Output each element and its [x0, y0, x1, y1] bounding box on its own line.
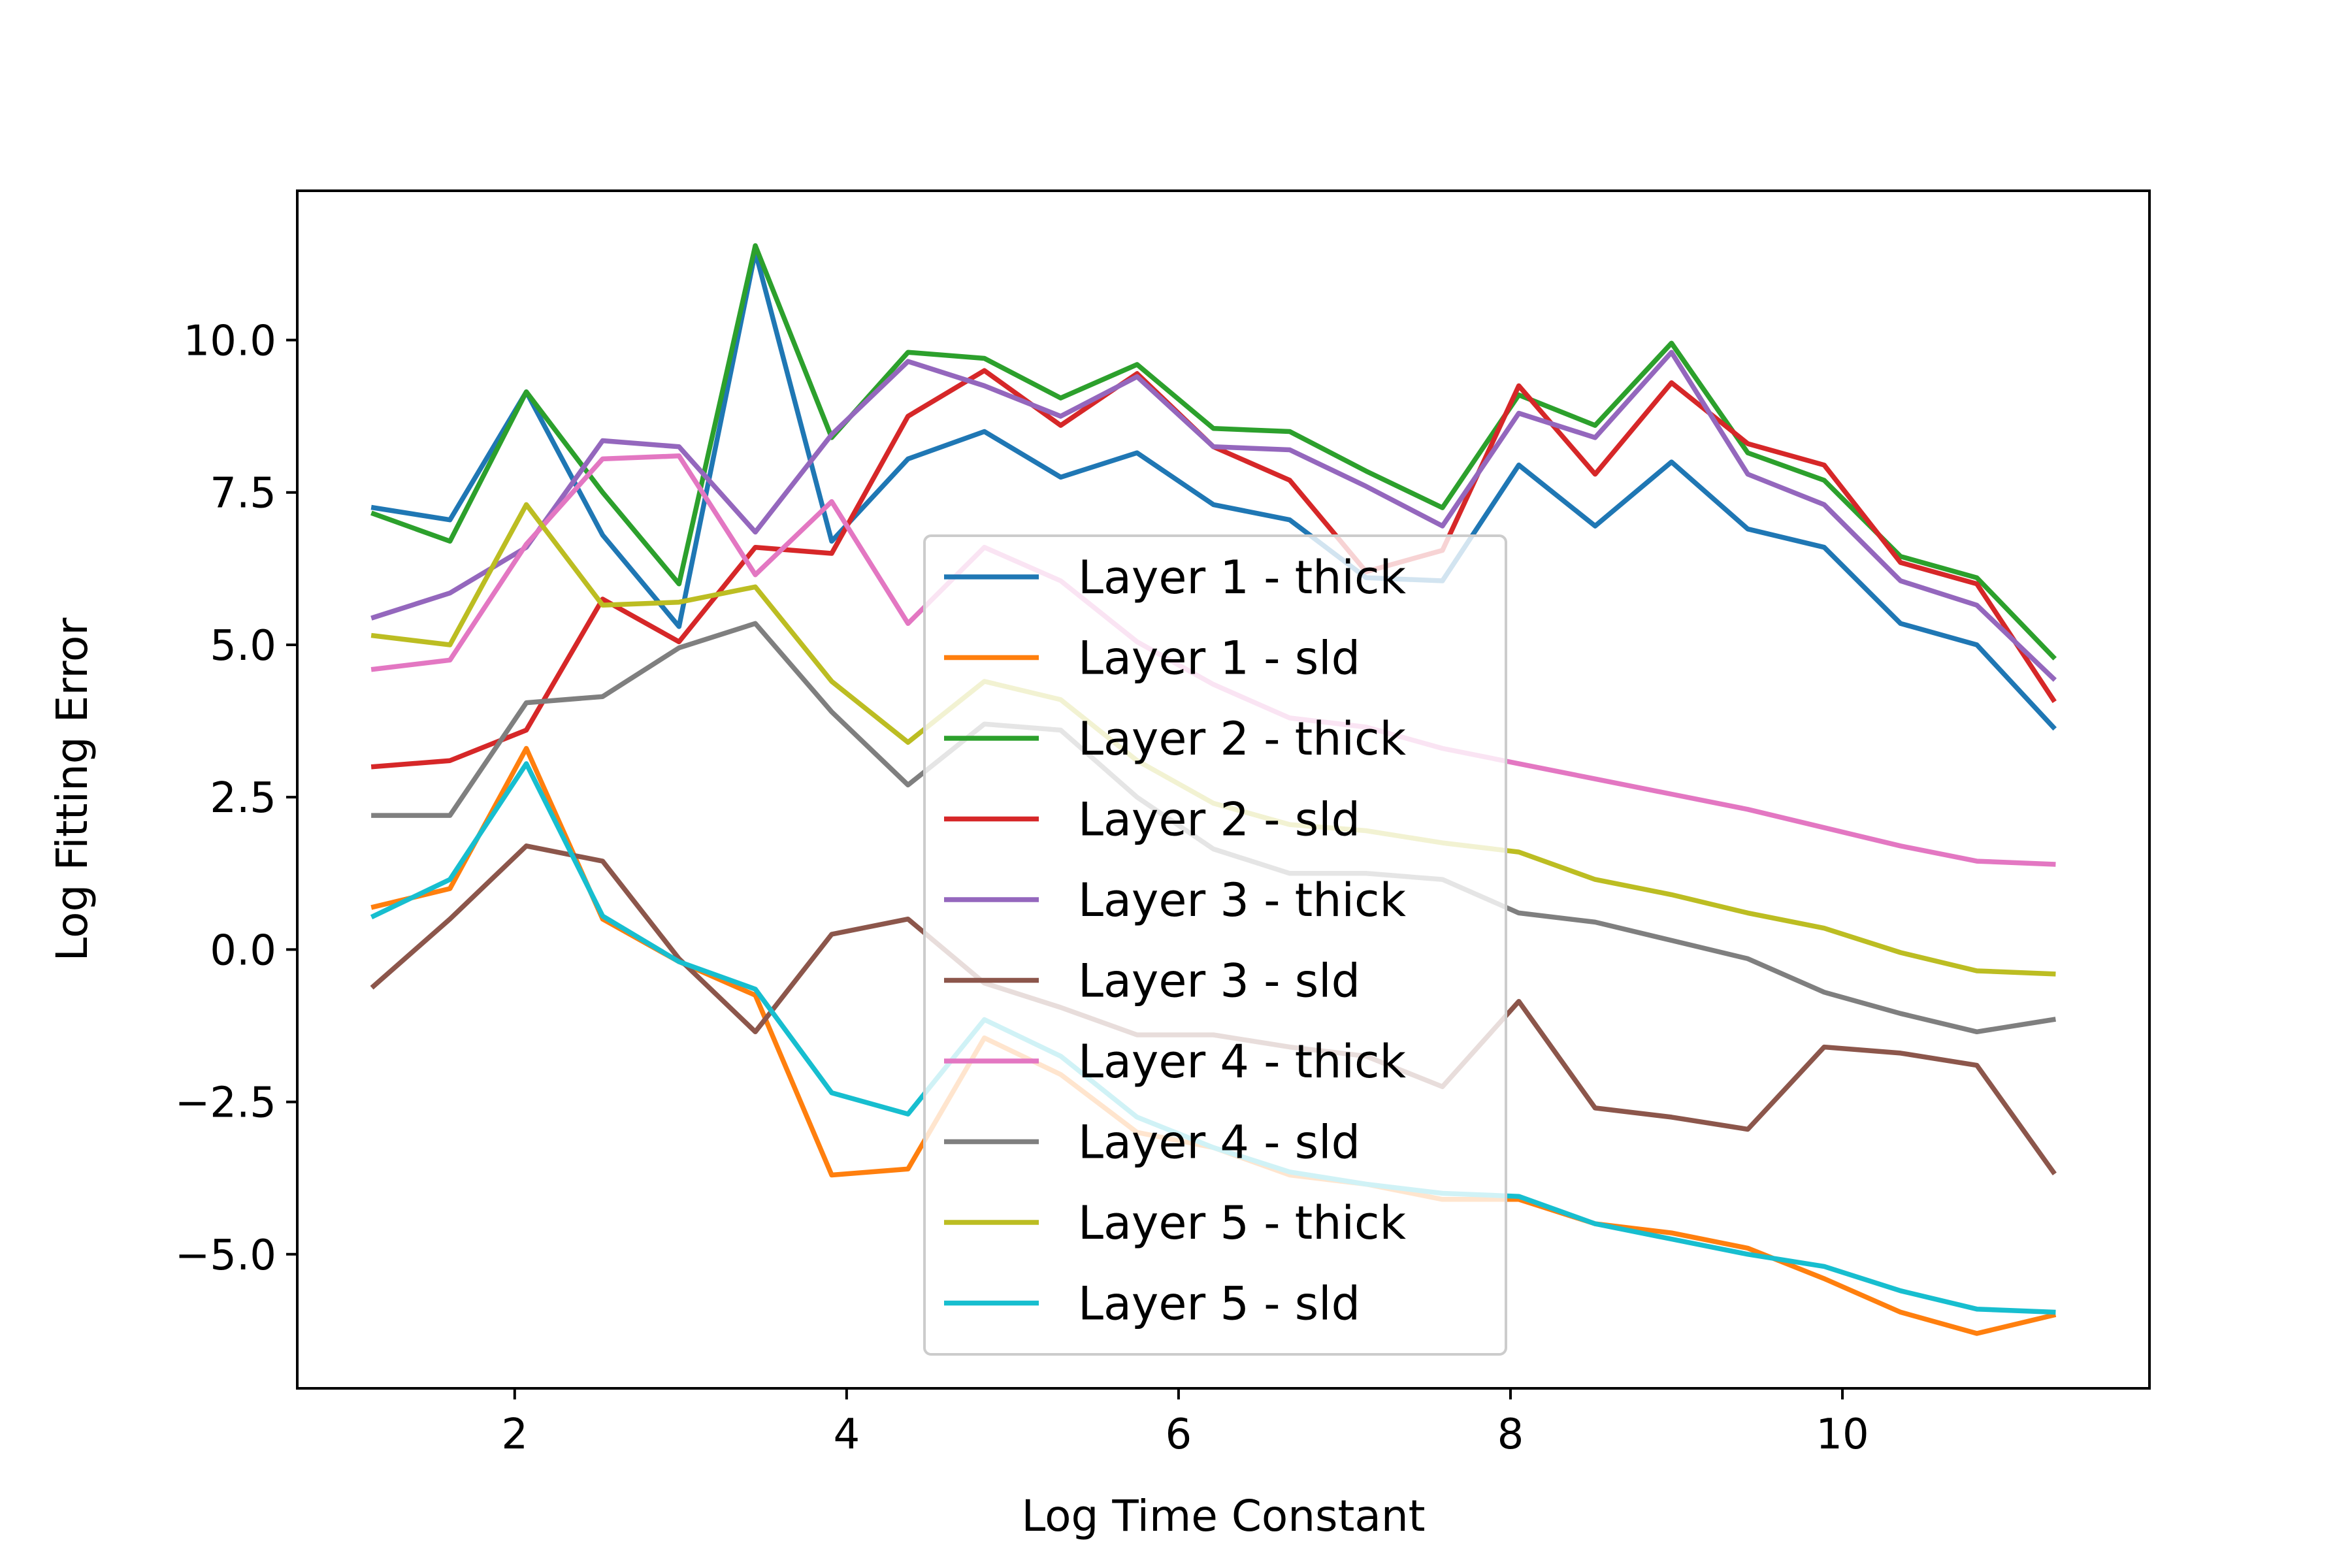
x-tick-label: 8: [1497, 1411, 1524, 1459]
legend-box: [923, 534, 1507, 1356]
series-line-5: [370, 350, 2057, 682]
series-line-3: [370, 243, 2057, 661]
x-tick-label: 6: [1166, 1411, 1192, 1459]
legend: Layer 1 - thick Layer 1 - sld Layer 2 - th…: [923, 534, 1507, 1356]
y-tick-label: −5.0: [175, 1232, 276, 1280]
y-tick-label: 7.5: [210, 470, 276, 518]
series-line-1: [370, 249, 2057, 731]
legend-label: Layer 5 - sld: [1078, 1277, 1360, 1331]
y-tick-label: 0.0: [210, 926, 276, 975]
y-axis-label: Log Fitting Error: [47, 617, 97, 962]
plot-frame: [296, 189, 2151, 1390]
x-axis: 2 4 6 8 10: [501, 1388, 1869, 1459]
legend-label: Layer 2 - thick: [1078, 712, 1406, 766]
legend-label: Layer 2 - sld: [1078, 793, 1360, 847]
x-axis-label: Log Time Constant: [1021, 1491, 1425, 1541]
legend-label: Layer 3 - thick: [1078, 874, 1406, 927]
legend-label: Layer 1 - sld: [1078, 632, 1360, 685]
x-tick-label: 2: [501, 1411, 528, 1459]
legend-label: Layer 4 - thick: [1078, 1035, 1406, 1088]
legend-label: Layer 5 - thick: [1078, 1196, 1406, 1250]
legend-label: Layer 3 - sld: [1078, 955, 1360, 1008]
y-tick-label: 5.0: [210, 622, 276, 670]
legend-label: Layer 1 - thick: [1078, 551, 1406, 604]
y-tick-label: 10.0: [184, 318, 277, 366]
y-tick-label: −2.5: [175, 1079, 276, 1128]
y-tick-label: 2.5: [210, 774, 276, 823]
x-tick-label: 4: [833, 1411, 860, 1459]
x-tick-label: 10: [1816, 1411, 1869, 1459]
legend-label: Layer 4 - sld: [1078, 1116, 1360, 1169]
y-axis: −5.0 −2.5 0.0 2.5 5.0 7.5 10.0: [175, 318, 297, 1280]
